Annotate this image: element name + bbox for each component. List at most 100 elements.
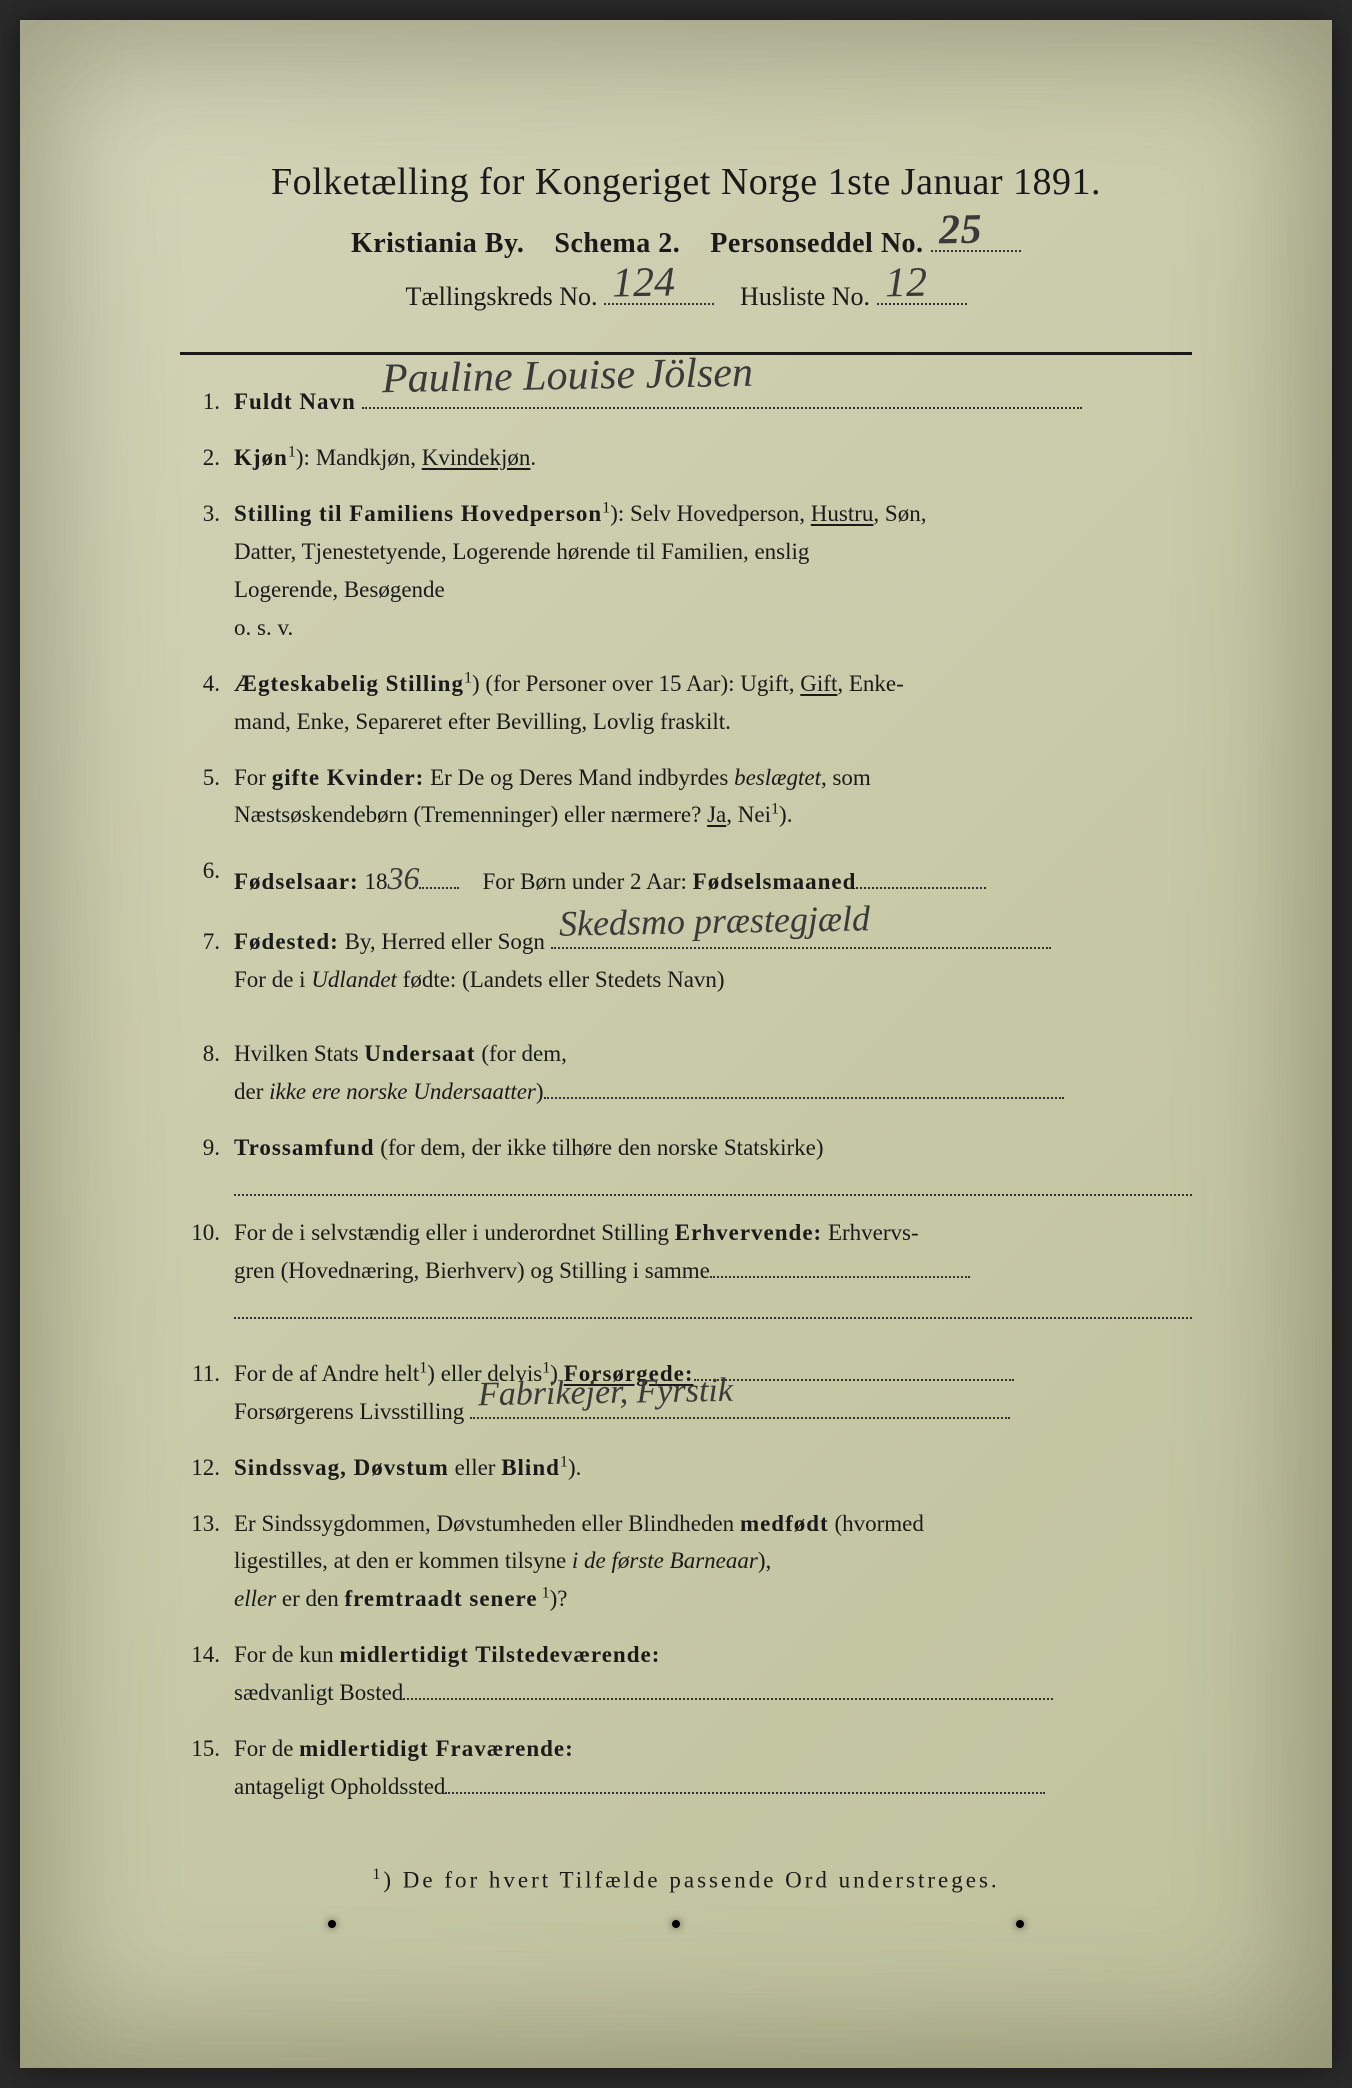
- entry-label: Fødselsaar:: [234, 869, 359, 894]
- whereabouts-field: [445, 1792, 1045, 1794]
- text: For de af Andre helt: [234, 1361, 419, 1386]
- text: Erhvervs-: [822, 1220, 918, 1245]
- text: mand, Enke, Separeret efter Bevilling, L…: [234, 709, 731, 734]
- footnote: 1) De for hvert Tilfælde passende Ord un…: [140, 1866, 1232, 1894]
- spacer: [180, 1337, 1192, 1355]
- entry-4-marital: 4. Ægteskabelig Stilling1) (for Personer…: [180, 665, 1192, 741]
- selected-related: Ja: [707, 802, 726, 827]
- entry-13-congenital: 13. Er Sindssygdommen, Døvstumheden elle…: [180, 1505, 1192, 1619]
- personseddel-field: 25: [931, 250, 1021, 252]
- personseddel-value: 25: [939, 206, 983, 255]
- text: ) (for Personer over 15 Aar): Ugift,: [472, 671, 800, 696]
- text: ): Selv Hovedperson,: [610, 501, 811, 526]
- schema: Schema 2.: [554, 228, 680, 259]
- dots: [419, 887, 459, 889]
- footnote-ref: 1: [464, 669, 472, 686]
- citizenship-field: [544, 1097, 1064, 1099]
- text: For de: [234, 1736, 299, 1761]
- usual-residence-field: [403, 1698, 1053, 1700]
- entry-label2: Blind: [501, 1455, 560, 1480]
- husliste-field: 12: [877, 303, 967, 305]
- entry-num: 4.: [180, 665, 234, 741]
- entry-num: 13.: [180, 1505, 234, 1619]
- entry-num: 8.: [180, 1035, 234, 1111]
- entry-label: midlertidigt Tilsted­eværende:: [339, 1642, 660, 1667]
- kreds-field: 124: [604, 303, 714, 305]
- entry-num: 12.: [180, 1449, 234, 1487]
- occupation-field: [710, 1276, 970, 1278]
- selected-sex: Kvindekjøn: [422, 445, 531, 470]
- footnote-ref: 1: [560, 1453, 568, 1470]
- text: For de i selvstændig eller i underordnet…: [234, 1220, 675, 1245]
- text: For de kun: [234, 1642, 339, 1667]
- text: , Søn,: [873, 501, 926, 526]
- city: Kristiania By.: [351, 228, 524, 259]
- footnote-ref: 1: [538, 1585, 550, 1602]
- text: ): [536, 1079, 544, 1104]
- entry-body: For de af Andre helt1) eller delvis1) Fo…: [234, 1355, 1192, 1431]
- text: ): Mandkjøn,: [296, 445, 422, 470]
- italic-text: Udlandet: [311, 967, 397, 992]
- name-field: Pauline Louise Jölsen: [362, 407, 1082, 409]
- entry-12-disability: 12. Sindssvag, Døvstum eller Blind1).: [180, 1449, 1192, 1487]
- husliste-value: 12: [884, 259, 927, 308]
- entry-body: For de midlertidigt Fraværende: antageli…: [234, 1730, 1192, 1806]
- entry-body: For gifte Kvinder: Er De og Deres Mand i…: [234, 759, 1192, 835]
- text: , Nei: [726, 802, 771, 827]
- text: der: [234, 1079, 269, 1104]
- entry-5-related: 5. For gifte Kvinder: Er De og Deres Man…: [180, 759, 1192, 835]
- entry-num: 15.: [180, 1730, 234, 1806]
- entry-11-supported: 11. For de af Andre helt1) eller delvis1…: [180, 1355, 1192, 1431]
- entry-label: Ægteskabelig Stilling: [234, 671, 464, 696]
- entry-body: Sindssvag, Døvstum eller Blind1).: [234, 1449, 1192, 1487]
- supporter-value: Fabrikejer, Fyrstik: [477, 1362, 733, 1423]
- entry-label: Fuldt Navn: [234, 389, 356, 414]
- third-line: Tællingskreds No. 124 Husliste No. 12: [140, 282, 1232, 312]
- entry-body: For de kun midlertidigt Tilsted­eværende…: [234, 1636, 1192, 1712]
- text: For de i: [234, 967, 311, 992]
- text: o. s. v.: [234, 615, 293, 640]
- supporter-field: Fabrikejer, Fyrstik: [470, 1417, 1010, 1419]
- entry-body: Fuldt Navn Pauline Louise Jölsen: [234, 383, 1192, 421]
- text: 18: [359, 869, 388, 894]
- personseddel-label: Personseddel No.: [710, 228, 923, 259]
- text: (for dem,: [476, 1041, 567, 1066]
- entry-body: Er Sindssygdommen, Døvstumheden eller Bl…: [234, 1505, 1192, 1619]
- entry-label: Trossamfund: [234, 1135, 375, 1160]
- entry-num: 9.: [180, 1129, 234, 1196]
- birthplace-field: Skedsmo præstegjæld: [551, 947, 1051, 949]
- entry-label: midlertidigt Fraværende:: [299, 1736, 574, 1761]
- entry-label: medfødt: [740, 1511, 829, 1536]
- kreds-label: Tællingskreds No.: [405, 282, 597, 311]
- text: Forsørgerens Livsstilling: [234, 1399, 464, 1424]
- subtitle-line: Kristiania By. Schema 2. Personseddel No…: [140, 228, 1232, 260]
- entry-body: For de i selvstændig eller i underordnet…: [234, 1214, 1192, 1319]
- entry-num: 5.: [180, 759, 234, 835]
- entry-label: Undersaat: [364, 1041, 475, 1066]
- footnote-ref: 1: [288, 443, 296, 460]
- entry-num: 7.: [180, 923, 234, 999]
- italic-text: i de første Barneaar: [572, 1548, 758, 1573]
- religion-field: [234, 1173, 1192, 1196]
- text: eller: [449, 1455, 501, 1480]
- text: ).: [568, 1455, 581, 1480]
- italic-text: ikke ere norske Undersaatter: [269, 1079, 536, 1104]
- hole-icon: [672, 1920, 680, 1928]
- entry-2-sex: 2. Kjøn1): Mandkjøn, Kvindekjøn.: [180, 439, 1192, 477]
- name-value: Pauline Louise Jölsen: [381, 338, 753, 414]
- entry-label: Fødested:: [234, 929, 339, 954]
- entry-label: Sindssvag, Døvstum: [234, 1455, 449, 1480]
- footnote-ref: 1: [771, 801, 779, 818]
- text: antageligt Opholdssted: [234, 1774, 445, 1799]
- selected-relation: Hustru: [811, 501, 874, 526]
- husliste-label: Husliste No.: [740, 282, 870, 311]
- text: (for dem, der ikke tilhøre den norske St…: [375, 1135, 824, 1160]
- text: fødte: (Landets eller Stedets Navn): [397, 967, 725, 992]
- text: sædvanligt Bosted: [234, 1680, 403, 1705]
- text: ),: [758, 1548, 771, 1573]
- entry-14-temporary-present: 14. For de kun midlertidigt Tilsted­evær…: [180, 1636, 1192, 1712]
- entry-3-relation: 3. Stilling til Familiens Hovedperson1):…: [180, 495, 1192, 647]
- binding-holes: [20, 1920, 1332, 1928]
- entry-label: Kjøn: [234, 445, 288, 470]
- occupation-field2: [234, 1296, 1192, 1319]
